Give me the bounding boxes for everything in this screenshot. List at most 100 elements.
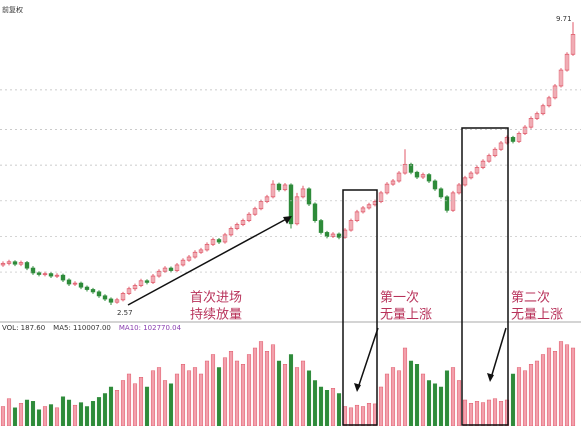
volume-bar (276, 360, 282, 426)
volume-bar (558, 341, 564, 426)
volume-bar (354, 404, 360, 426)
volume-bar (138, 377, 144, 426)
volume-bar (294, 367, 300, 426)
volume-bar (96, 397, 102, 426)
arrow (357, 327, 379, 389)
highlight-box (342, 189, 378, 426)
legend-entry: VOL: 187.60 (2, 324, 45, 332)
volume-bar (240, 364, 246, 426)
volume-bar (366, 403, 372, 426)
volume-bar (90, 401, 96, 426)
volume-bar (300, 360, 306, 426)
volume-bar (318, 386, 324, 426)
volume-bar (48, 404, 54, 426)
volume-bar (156, 367, 162, 426)
volume-bar (6, 398, 12, 426)
volume-bar (336, 393, 342, 426)
volume-bar (126, 373, 132, 426)
volume-bar (18, 403, 24, 426)
volume-bar (228, 351, 234, 426)
volume-bar (30, 401, 36, 426)
volume-bar (498, 401, 504, 426)
volume-bar (288, 354, 294, 426)
volume-bar (360, 406, 366, 426)
volume-bar (144, 386, 150, 426)
volume-bar (60, 396, 66, 426)
volume-bar (66, 399, 72, 426)
volume-bar (72, 404, 78, 426)
volume-bar (246, 354, 252, 426)
volume-bar (504, 399, 510, 426)
volume-bar (210, 354, 216, 426)
volume-bar (426, 380, 432, 426)
volume-bar (312, 380, 318, 426)
volume-bar (270, 344, 276, 426)
volume-bar (150, 370, 156, 426)
arrow-head (283, 216, 292, 224)
volume-bar (102, 393, 108, 426)
volume-bar (180, 364, 186, 426)
volume-bar (348, 407, 354, 426)
volume-bar (78, 402, 84, 426)
annotation: 首次进场 (190, 290, 242, 306)
volume-bar (444, 370, 450, 426)
volume-bar (384, 373, 390, 426)
volume-bar (492, 398, 498, 426)
volume-bar (408, 360, 414, 426)
annotation: 无量上涨 (511, 308, 563, 323)
arrow-head (487, 373, 494, 382)
arrow-head (354, 383, 361, 392)
low-label: 2.57 (117, 309, 133, 317)
volume-bar (480, 402, 486, 426)
volume-bar (324, 390, 330, 426)
volume-bar (540, 354, 546, 426)
volume-bar (552, 351, 558, 426)
volume-bar (108, 386, 114, 426)
volume-bar (216, 367, 222, 426)
volume-bar (570, 347, 576, 426)
volume-bar (84, 406, 90, 426)
volume-bar (54, 407, 60, 426)
annotation: 持续放量 (190, 308, 242, 323)
volume-bar (432, 383, 438, 426)
volume-bar (468, 403, 474, 426)
volume-bar (258, 341, 264, 426)
highlight-box (461, 127, 509, 426)
volume-bar (120, 380, 126, 426)
volume-bar (42, 406, 48, 426)
volume-bar (438, 386, 444, 426)
high-label: 9.71 (556, 15, 572, 23)
volume-bar (486, 399, 492, 426)
volume-bar (252, 347, 258, 426)
volume-bar (450, 367, 456, 426)
volume-bar (168, 383, 174, 426)
volume-bar (282, 364, 288, 426)
legend-entry: MA10: 102770.04 (119, 324, 182, 332)
legend-entry: MA5: 110007.00 (53, 324, 111, 332)
volume-bar (414, 364, 420, 426)
volume-bar (24, 399, 30, 426)
volume-bar (462, 399, 468, 426)
volume-bar (132, 383, 138, 426)
volume-bar (162, 380, 168, 426)
volume-bar (456, 380, 462, 426)
volume-bar (528, 364, 534, 426)
chart-header: 前复权 (2, 5, 23, 14)
annotation: 第一次 (380, 290, 419, 306)
volume-bar (330, 388, 336, 426)
volume-bar (390, 367, 396, 426)
volume-bar (420, 373, 426, 426)
trend-arrow (127, 216, 291, 306)
volume-bar (186, 370, 192, 426)
volume-bar (198, 373, 204, 426)
volume-bar (396, 370, 402, 426)
volume-bar (114, 390, 120, 426)
volume-bar (264, 351, 270, 426)
volume-bar (510, 373, 516, 426)
volume-bar (204, 360, 210, 426)
arrow (490, 327, 507, 379)
volume-bar (192, 367, 198, 426)
volume-bar (174, 373, 180, 426)
volume-bar (474, 401, 480, 426)
